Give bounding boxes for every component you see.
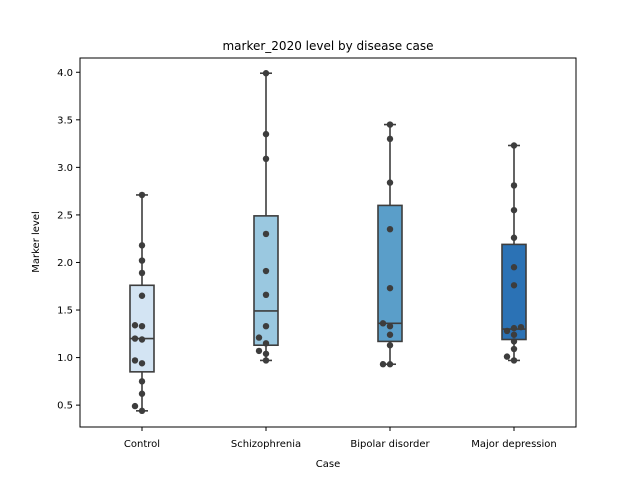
x-tick-label: Bipolar disorder — [350, 439, 430, 450]
data-point — [379, 320, 387, 327]
y-tick-label: 4.0 — [57, 68, 73, 79]
y-tick-label: 2.0 — [57, 258, 73, 269]
data-point — [386, 135, 394, 143]
data-point — [255, 347, 263, 355]
data-point — [138, 292, 146, 299]
data-point — [138, 322, 146, 330]
chart-title: marker_2020 level by disease case — [222, 39, 433, 53]
y-tick-label: 0.5 — [57, 401, 73, 412]
data-point — [510, 142, 518, 149]
data-point — [138, 242, 146, 249]
data-point — [262, 322, 270, 330]
data-point — [262, 230, 270, 238]
data-point — [386, 331, 394, 338]
data-point — [138, 269, 146, 277]
data-point — [131, 335, 139, 342]
data-point — [138, 191, 146, 199]
data-point — [510, 234, 518, 241]
x-tick-label: Schizophrenia — [231, 439, 301, 450]
x-axis-label: Case — [316, 459, 340, 470]
data-point — [262, 291, 270, 299]
data-point — [262, 357, 270, 364]
data-point — [255, 334, 263, 341]
data-point — [510, 264, 518, 271]
data-point — [386, 284, 394, 292]
y-axis-label: Marker level — [31, 211, 42, 273]
plot-frame — [79, 57, 577, 428]
data-point — [510, 182, 518, 189]
y-tick-label: 1.0 — [57, 353, 73, 364]
y-tick-label: 3.5 — [57, 115, 73, 126]
data-point — [138, 378, 146, 385]
data-point — [138, 407, 146, 415]
data-point — [510, 206, 518, 214]
data-point — [262, 70, 270, 77]
data-point — [510, 357, 518, 364]
data-point — [510, 282, 518, 289]
data-point — [510, 345, 518, 353]
data-point — [386, 342, 394, 349]
data-point — [131, 322, 139, 329]
x-tick-label: Control — [124, 439, 160, 450]
y-tick-label: 2.5 — [57, 210, 73, 221]
plot-area: 0.5 1.0 1.5 2.0 2.5 3.0 3.5 4.0 Control Schizophr… — [57, 68, 557, 450]
data-point — [503, 327, 511, 335]
data-point — [386, 121, 394, 128]
data-point — [262, 350, 270, 357]
data-point — [386, 361, 394, 368]
data-point — [503, 353, 511, 360]
data-point — [510, 331, 518, 338]
data-point — [138, 257, 146, 264]
data-point — [131, 357, 139, 364]
data-point — [517, 323, 525, 331]
data-point — [386, 322, 394, 330]
data-point — [386, 179, 394, 186]
data-point — [262, 155, 270, 163]
data-point — [262, 267, 270, 275]
x-tick-label: Major depression — [471, 439, 557, 450]
data-point — [262, 130, 270, 138]
data-point — [510, 324, 518, 332]
data-point — [386, 225, 394, 233]
y-tick-label: 3.0 — [57, 163, 73, 174]
data-point — [262, 340, 270, 347]
data-point — [138, 360, 146, 367]
data-point — [138, 336, 146, 343]
y-tick-label: 1.5 — [57, 306, 73, 317]
data-point — [510, 338, 518, 345]
data-point — [379, 361, 387, 368]
data-point — [138, 390, 146, 397]
data-point — [131, 402, 139, 410]
